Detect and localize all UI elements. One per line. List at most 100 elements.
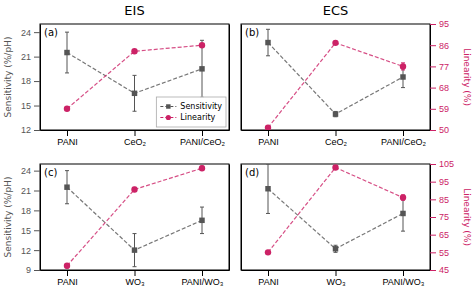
y2-tick: 86 [430,41,449,51]
y2-tick-label: 105 [439,159,454,169]
marker [64,106,70,112]
y-axis-title: Sensitivity (%/pH) [3,37,13,118]
y-axis [241,25,242,131]
marker [199,165,205,171]
y-tick: 24 [21,28,40,38]
x-tick: CeO₂ [124,130,147,147]
y-tick-label: 15 [21,101,31,111]
y-axis: 91215182124 [21,165,41,276]
y2-tick-mark [430,199,436,200]
marker [400,74,405,79]
series-line [268,168,403,253]
y2-tick-mark [430,45,436,46]
y-tick-label: 12 [21,125,31,135]
x-tick-label: WO₃ [125,277,144,287]
marker [132,247,137,252]
series-line [67,168,202,266]
y-axis-line [241,25,242,131]
y2-tick-label: 68 [439,83,449,93]
error-bar [334,111,338,116]
plot-frame [241,24,430,130]
y2-tick: 105 [430,159,454,169]
x-tick: WO₃ [125,270,144,287]
plot-area [265,29,406,130]
x-tick-mark [268,130,269,136]
series [265,164,405,252]
y-tick: 24 [21,166,40,176]
x-tick-mark [268,270,269,276]
y2-tick-mark [430,270,436,271]
x-tick: PANI/CeO₂ [381,130,426,147]
x-tick: WO₃ [326,270,345,287]
y2-tick-label: 85 [439,195,449,205]
error-bar [133,234,137,267]
y-axis-title: Sensitivity (%/pH) [3,177,13,258]
marker [400,211,405,216]
x-tick-mark [202,270,203,276]
marker [400,63,406,69]
y-tick: 21 [21,186,40,196]
x-tick-mark [403,130,404,136]
x-tick-mark [135,130,136,136]
y-axis-line [241,165,242,271]
y-tick: 15 [21,101,40,111]
y2-tick-mark [430,109,436,110]
y2-tick-label: 77 [439,62,449,72]
y2-axis-title: Linearity (%) [462,188,472,246]
y2-axis-line [229,25,230,131]
series-line [268,43,403,115]
x-tick: PANI/WO₃ [182,270,224,287]
y-tick-mark [34,191,40,192]
marker [199,218,204,223]
x-axis: PANICeO₂PANI/CeO₂ [41,130,230,147]
y2-tick: 95 [430,177,449,187]
x-tick: PANI/WO₃ [383,270,425,287]
x-tick: PANI/CeO₂ [180,130,225,147]
y2-tick-label: 45 [439,265,449,275]
marker [64,184,69,189]
y-tick-label: 18 [21,76,31,86]
y-axis [241,165,242,271]
x-axis: PANI WO₃ PANI/WO₃ [242,270,431,287]
y2-tick-label: 59 [439,104,449,114]
x-tick: PANI [57,270,77,287]
y2-tick-label: 95 [439,19,449,29]
y-tick-mark [34,270,40,271]
y2-tick: 77 [430,62,449,72]
x-tick-label: PANI/CeO₂ [180,137,225,147]
y2-tick-label: 95 [439,177,449,187]
y2-tick-mark [430,66,436,67]
x-tick-mark [336,130,337,136]
marker [265,186,270,191]
y2-axis-line [229,165,230,271]
y2-tick-mark [430,88,436,89]
x-tick: CeO₂ [325,130,348,147]
marker [131,48,137,54]
plot-frame [241,164,430,270]
panel: PANICeO₂PANI/CeO₂1215182124Sensitivity (… [3,24,230,147]
error-bar [65,171,69,204]
x-tick-label: PANI [57,277,77,287]
marker [265,124,271,130]
series [64,165,205,269]
y-tick-label: 18 [21,206,31,216]
y-axis-line [40,165,41,271]
series [265,164,406,255]
subplot-label: (c) [44,167,57,178]
marker [333,111,338,116]
y-tick-label: 21 [21,186,31,196]
series [64,171,204,267]
series-line [268,189,403,249]
y2-axis: 455565758595105 [430,159,454,275]
x-tick-mark [135,270,136,276]
y-tick-mark [34,250,40,251]
legend: SensitivityLinearity [156,97,226,127]
y-tick-label: 24 [21,166,31,176]
figure: PANI CeO₂ PANI/CeO₂ 12 15 18 21 24 Sensitivity (… [0,0,474,305]
marker [132,91,137,96]
series-line [268,43,403,128]
subplot-label: (b) [245,27,259,38]
marker [64,50,69,55]
y-tick-mark [34,171,40,172]
x-tick-label: PANI [258,277,278,287]
